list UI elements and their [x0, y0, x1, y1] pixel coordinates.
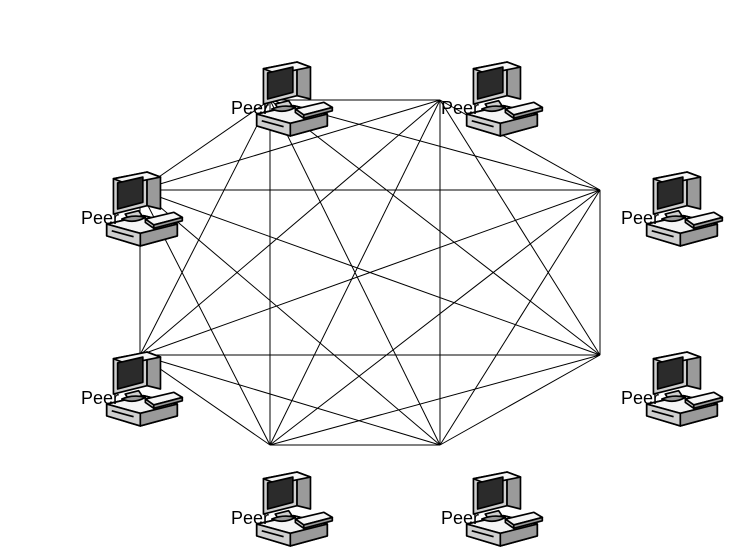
- edge: [140, 355, 440, 445]
- edges-layer: [0, 0, 747, 540]
- peer-label: Peer: [81, 208, 119, 229]
- peer-label: Peer: [231, 98, 269, 119]
- edge: [140, 190, 440, 445]
- peer-label: Peer: [81, 388, 119, 409]
- peer-label: Peer: [441, 98, 479, 119]
- peer-label: Peer: [621, 388, 659, 409]
- edge: [440, 355, 600, 445]
- edge: [270, 190, 600, 445]
- peer-label: Peer: [441, 508, 479, 529]
- peer-label: Peer: [231, 508, 269, 529]
- edge: [270, 100, 600, 355]
- edge: [140, 100, 440, 355]
- network-diagram: Peer Peer Peer Peer Peer Peer Peer Peer: [0, 0, 747, 540]
- edge: [270, 355, 600, 445]
- peer-label: Peer: [621, 208, 659, 229]
